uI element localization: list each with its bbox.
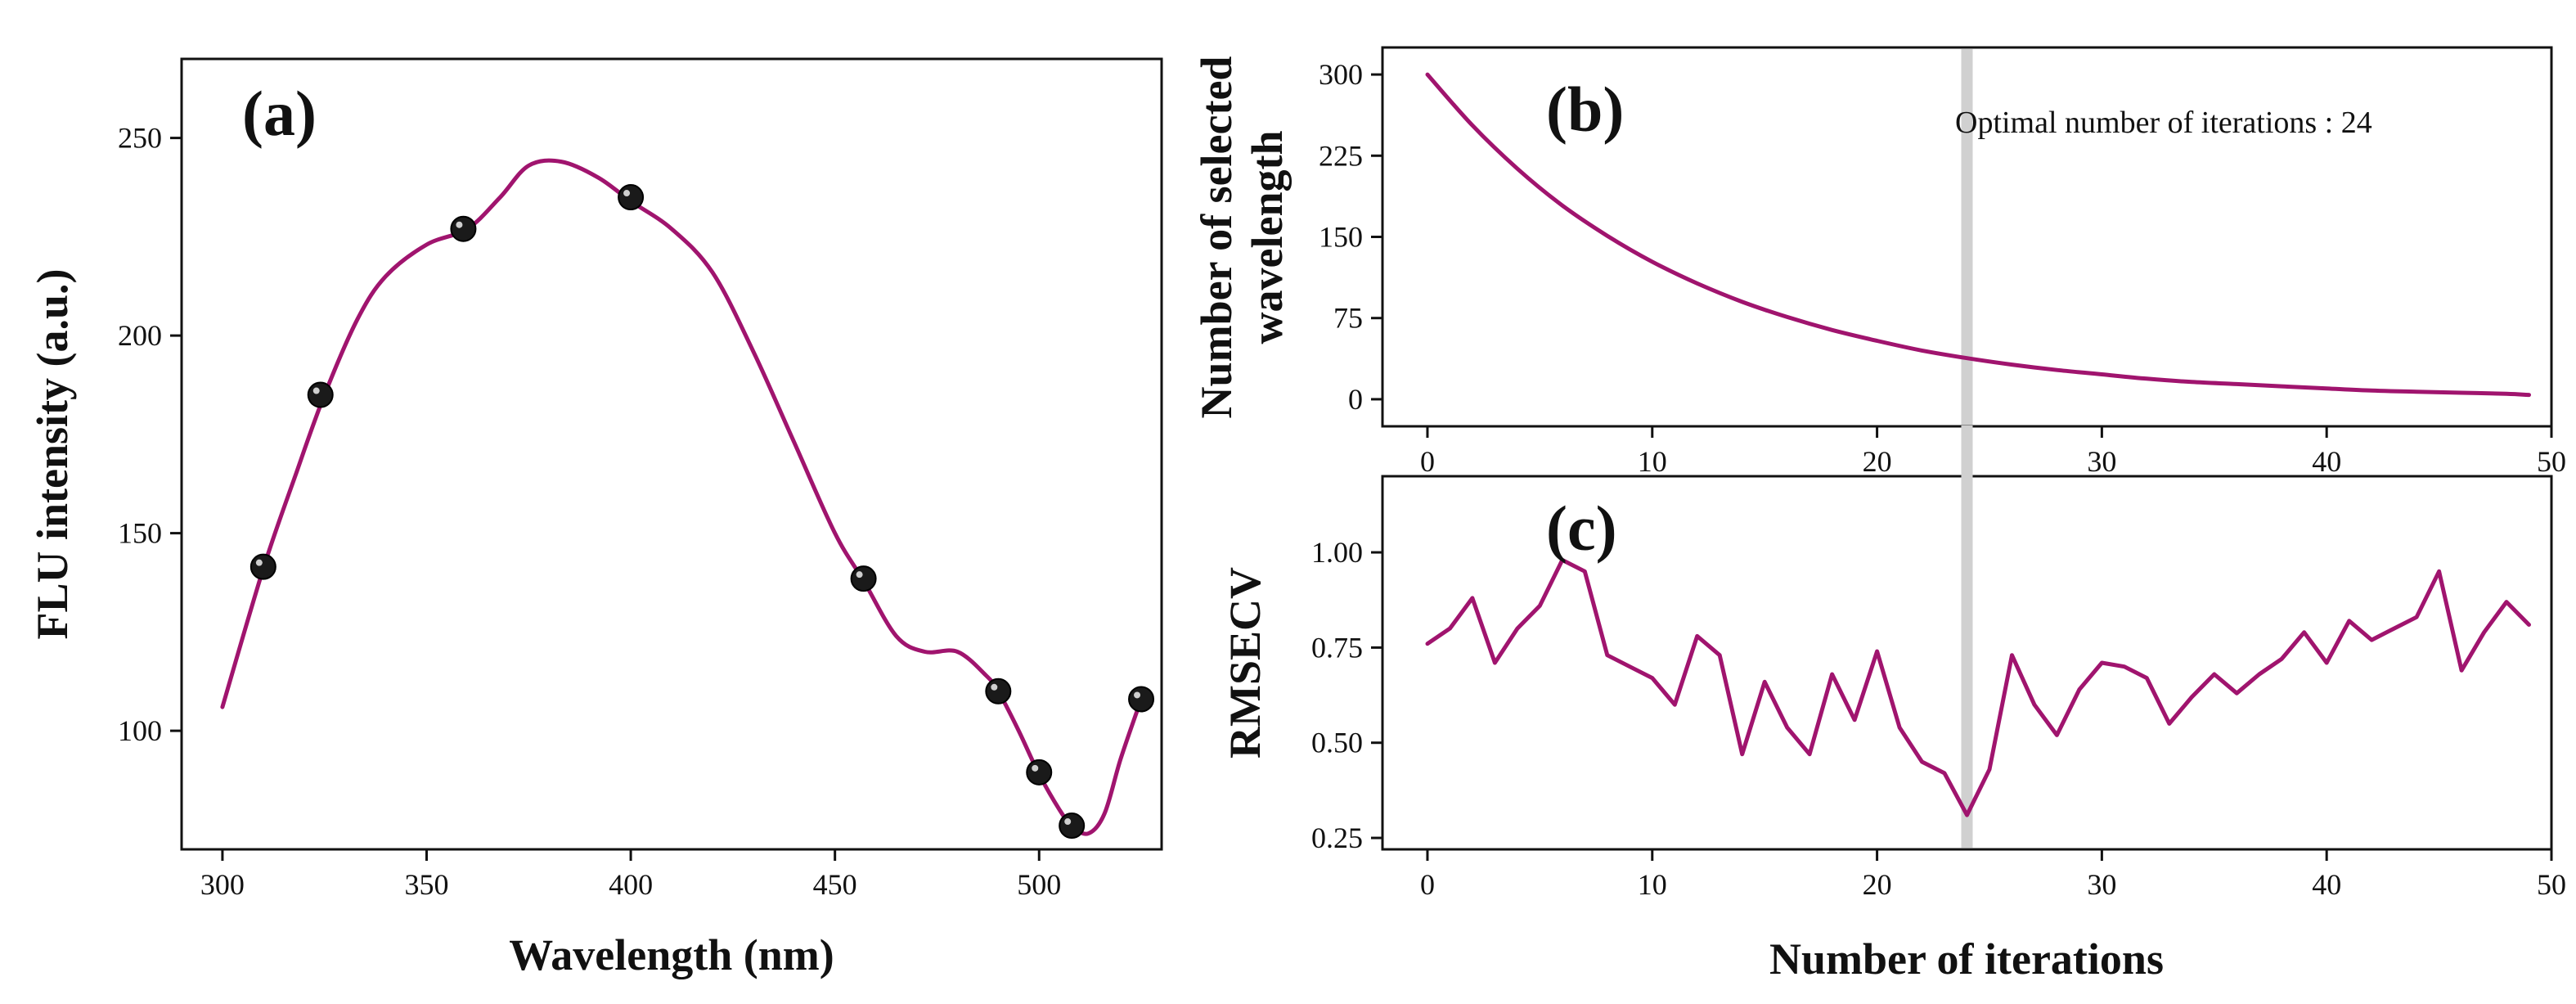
panel-c-y-tick-label: 0.75: [1311, 631, 1363, 664]
panel-a-data-point: [985, 678, 1012, 705]
panel-b-optimal-annotation: Optimal number of iterations : 24: [1955, 106, 2372, 140]
panel-a-data-point: [850, 565, 877, 592]
panel-a-y-axis-title: FLU intensity (a.u.): [28, 268, 77, 639]
panel-b-y-tick-label: 0: [1348, 383, 1363, 416]
panel-a-data-point: [1059, 813, 1086, 840]
panel-b-y-axis-title-line-2: wavelength: [1243, 131, 1292, 344]
panel-c-x-tick-label: 40: [2312, 868, 2341, 901]
panel-a-x-tick-label: 400: [609, 868, 653, 901]
panel-a-y-tick-label: 200: [118, 319, 162, 352]
panel-c-label: (c): [1546, 493, 1617, 564]
panel-c-x-tick-label: 30: [2087, 868, 2116, 901]
panel-a-x-tick-label: 450: [813, 868, 857, 901]
panel-a-data-point-highlight: [623, 190, 631, 197]
panel-a-data-point: [1128, 686, 1155, 713]
panel-b-x-tick-label: 0: [1420, 445, 1435, 478]
panel-c-x-axis-title: Number of iterations: [1769, 934, 2164, 984]
panel-a-label: (a): [242, 78, 317, 149]
panel-a-data-point-highlight: [991, 683, 998, 691]
panel-c-x-tick-label: 0: [1420, 868, 1435, 901]
panel-a-data-point-highlight: [1064, 818, 1072, 826]
panel-a-data-point: [450, 215, 477, 242]
panel-a-data-point: [1026, 759, 1053, 786]
panel-a-data-point: [618, 184, 645, 211]
panel-b-x-tick-label: 20: [1863, 445, 1892, 478]
panel-a-fluorescence-curve: [220, 158, 1144, 836]
panel-a-data-point: [307, 381, 334, 408]
panel-a-data-point-highlight: [1134, 691, 1141, 699]
panel-a-x-tick-label: 500: [1017, 868, 1061, 901]
panel-c-y-axis-title: RMSECV: [1221, 567, 1270, 759]
panel-c: 0 10 20 30 40 50 0.25 0.50 0.75 1.00 (c) Number o…: [1221, 425, 2566, 984]
panel-a-data-point-highlight: [456, 221, 463, 228]
panel-b-y-tick-label: 300: [1319, 58, 1363, 91]
panel-c-x-tick-label: 20: [1863, 868, 1892, 901]
panel-c-x-tick-label: 50: [2537, 868, 2566, 901]
panel-c-x-tick-label: 10: [1638, 868, 1667, 901]
panel-c-y-tick-label: 1.00: [1311, 536, 1363, 569]
panel-b-x-tick-label: 30: [2087, 445, 2116, 478]
panel-a-frame: [180, 57, 1163, 851]
panel-a-y-tick-label: 250: [118, 122, 162, 155]
panel-b-y-tick-label: 225: [1319, 139, 1363, 172]
panel-b-x-tick-label: 50: [2537, 445, 2566, 478]
panel-b-y-tick-label: 75: [1333, 302, 1363, 335]
panel-a-x-tick-label: 300: [200, 868, 245, 901]
panel-a-x-tick-label: 350: [405, 868, 449, 901]
panel-a-data-point: [250, 553, 276, 580]
panel-a: 300 350 400 450 500 100 150 200 250 (a) Waveleng…: [28, 57, 1163, 979]
panel-b-y-axis-title-line-1: Number of selected: [1192, 56, 1241, 419]
panel-b: 0 10 20 30 40 50 0 75 150 225 300 (b) Optimal numb…: [1192, 46, 2566, 478]
panel-a-data-point-highlight: [856, 571, 863, 579]
panel-c-rmsecv-curve: [1425, 557, 2531, 817]
panel-c-y-tick-label: 0.25: [1311, 822, 1363, 854]
panel-b-x-tick-label: 10: [1638, 445, 1667, 478]
panel-a-x-axis-title: Wavelength (nm): [509, 930, 834, 979]
panel-b-x-tick-label: 40: [2312, 445, 2341, 478]
panel-b-selected-wavelength-curve: [1425, 72, 2531, 398]
panel-a-y-tick-label: 150: [118, 517, 162, 550]
panel-b-label: (b): [1546, 74, 1624, 145]
panel-a-data-point-highlight: [312, 387, 320, 394]
panel-a-y-tick-label: 100: [118, 714, 162, 747]
panel-c-y-tick-label: 0.50: [1311, 727, 1363, 759]
panel-b-y-tick-label: 150: [1319, 221, 1363, 254]
panel-a-data-point-highlight: [255, 559, 263, 566]
panel-a-data-point-highlight: [1032, 764, 1039, 772]
